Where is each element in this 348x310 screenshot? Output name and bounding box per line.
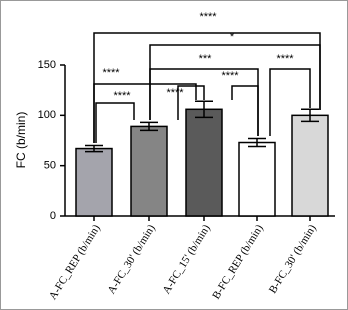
error-bar <box>301 108 319 123</box>
significance-label: * <box>230 31 235 43</box>
significance-bracket <box>269 68 311 136</box>
significance-label: **** <box>113 90 131 102</box>
significance-label: *** <box>199 53 213 65</box>
significance-label: **** <box>221 70 239 82</box>
y-tick-label: 0 <box>50 210 56 222</box>
significance-bracket <box>95 102 135 143</box>
significance-label: **** <box>102 67 120 79</box>
y-tick-label: 50 <box>44 160 56 172</box>
significance-bracket <box>93 83 197 143</box>
error-bar <box>195 100 213 119</box>
significance-label: **** <box>199 11 217 23</box>
bar <box>130 125 168 217</box>
significance-label: **** <box>276 53 294 65</box>
bar <box>291 114 329 217</box>
significance-bracket <box>177 85 205 120</box>
y-tick-label: 150 <box>38 59 56 71</box>
bar <box>75 147 113 217</box>
y-tick-label: 100 <box>38 109 56 121</box>
bar <box>238 141 276 217</box>
significance-label: **** <box>166 87 184 99</box>
error-bar <box>85 144 103 153</box>
significance-bracket <box>231 85 259 136</box>
y-axis-label: FC (b/min) <box>14 112 28 169</box>
error-bar <box>248 137 266 148</box>
bar <box>185 108 223 217</box>
error-bar <box>140 121 158 132</box>
